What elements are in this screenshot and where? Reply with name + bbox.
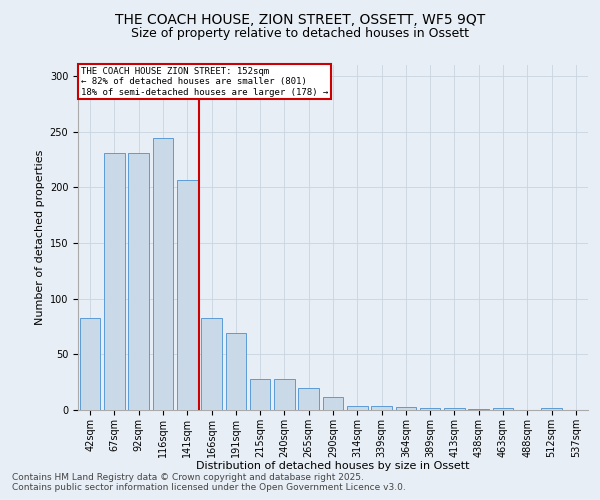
Text: Size of property relative to detached houses in Ossett: Size of property relative to detached ho… xyxy=(131,28,469,40)
Bar xyxy=(541,408,562,410)
Bar xyxy=(420,408,440,410)
Y-axis label: Number of detached properties: Number of detached properties xyxy=(35,150,46,325)
X-axis label: Distribution of detached houses by size in Ossett: Distribution of detached houses by size … xyxy=(196,461,470,471)
Bar xyxy=(444,408,465,410)
Bar xyxy=(80,318,100,410)
Bar xyxy=(128,153,149,410)
Bar xyxy=(371,406,392,410)
Bar xyxy=(201,318,222,410)
Bar xyxy=(226,333,246,410)
Bar xyxy=(493,408,514,410)
Bar xyxy=(152,138,173,410)
Bar xyxy=(250,379,271,410)
Text: THE COACH HOUSE ZION STREET: 152sqm
← 82% of detached houses are smaller (801)
1: THE COACH HOUSE ZION STREET: 152sqm ← 82… xyxy=(80,66,328,96)
Bar xyxy=(274,379,295,410)
Text: Contains HM Land Registry data © Crown copyright and database right 2025.
Contai: Contains HM Land Registry data © Crown c… xyxy=(12,473,406,492)
Bar xyxy=(323,396,343,410)
Bar xyxy=(347,406,368,410)
Text: THE COACH HOUSE, ZION STREET, OSSETT, WF5 9QT: THE COACH HOUSE, ZION STREET, OSSETT, WF… xyxy=(115,12,485,26)
Bar xyxy=(177,180,197,410)
Bar xyxy=(104,153,125,410)
Bar xyxy=(395,406,416,410)
Bar xyxy=(469,409,489,410)
Bar xyxy=(298,388,319,410)
